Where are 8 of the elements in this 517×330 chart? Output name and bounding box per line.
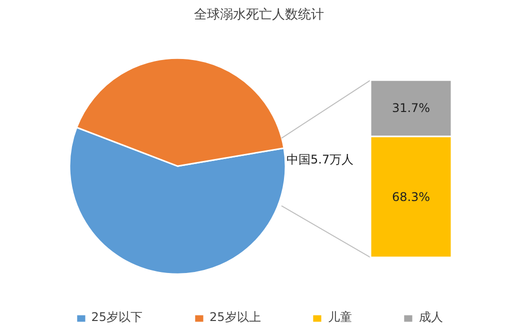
legend-label: 25岁以下 [91, 309, 142, 326]
legend-label: 儿童 [328, 309, 352, 326]
data-label: 68.3% [392, 190, 430, 204]
data-label: 31.7% [392, 101, 430, 116]
text: 中国5.7万人 [286, 152, 354, 167]
legend-label: 25岁以上 [210, 309, 261, 326]
chart-title: 全球溺水死亡人数统计 [194, 6, 324, 22]
legend-label: 成人 [418, 309, 443, 326]
